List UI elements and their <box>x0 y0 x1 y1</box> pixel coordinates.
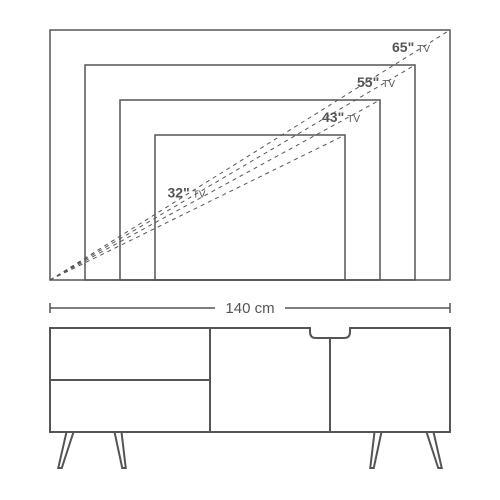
dim-label: 140 cm <box>225 300 274 317</box>
tv-label-tv55: 55"TV <box>357 74 395 90</box>
tv-size-rects: 65"TV 55"TV 43"TV 32"TV <box>50 30 450 280</box>
tv-size-and-cabinet-diagram: 65"TV 55"TV 43"TV 32"TV 140 cm <box>0 0 500 500</box>
tv-rect-tv43 <box>120 100 380 280</box>
tv-diagonal-tv32 <box>50 135 345 280</box>
cabinet-outline <box>50 328 450 468</box>
tv-label-tv43: 43"TV <box>322 109 360 125</box>
tv-diagonal-tv43 <box>50 100 380 280</box>
tv-rect-tv55 <box>85 65 415 280</box>
tv-diagonal-tv65 <box>50 30 450 280</box>
tv-rect-tv32 <box>155 135 345 280</box>
tv-label-tv32: 32"TV <box>168 185 206 201</box>
tv-label-tv65: 65"TV <box>392 39 430 55</box>
cabinet-leg-3 <box>427 432 442 468</box>
tv-diagonal-tv55 <box>50 65 415 280</box>
width-dimension: 140 cm <box>50 300 450 317</box>
cabinet-leg-2 <box>370 432 381 468</box>
cabinet-leg-0 <box>58 432 73 468</box>
cabinet-leg-1 <box>115 432 126 468</box>
